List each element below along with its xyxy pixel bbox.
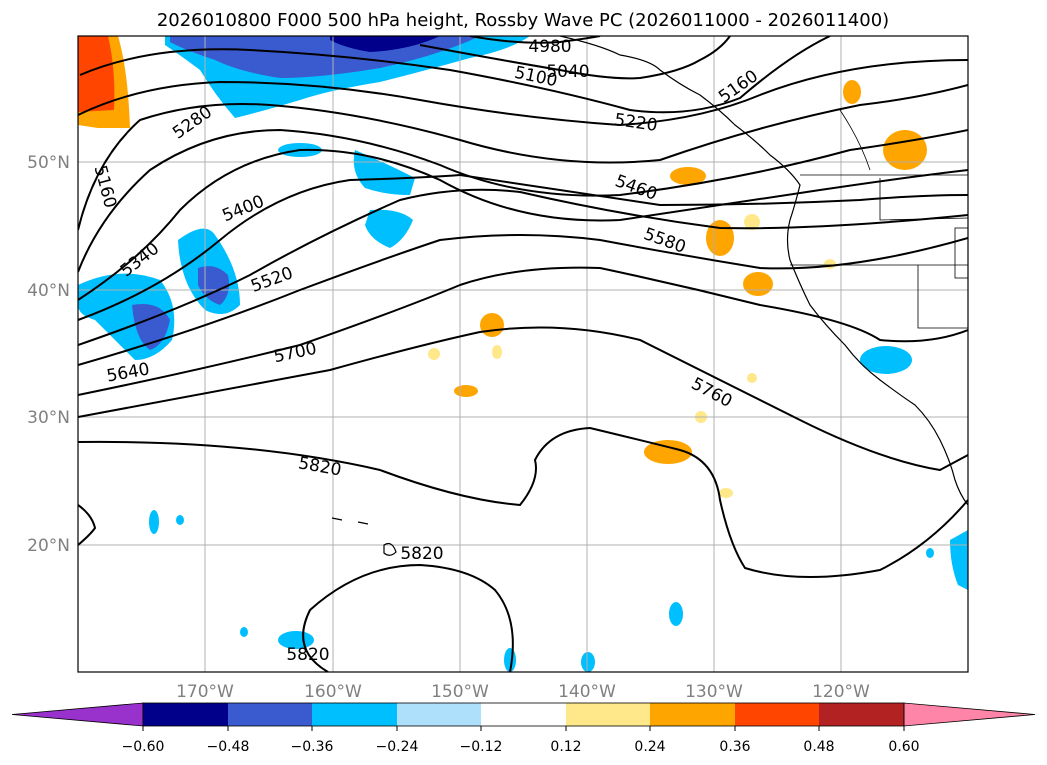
- figure-title: 2026010800 F000 500 hPa height, Rossby W…: [157, 10, 889, 31]
- lon-label-130w: 130°W: [685, 682, 743, 702]
- colorbar-segment: [735, 703, 819, 726]
- lon-label-140w: 140°W: [558, 682, 616, 702]
- map-area: 4980 5040 5100 5160 5220 5280 5160 5340 …: [78, 36, 968, 672]
- longitude-labels: 170°W 160°W 150°W 140°W 130°W 120°W: [176, 682, 870, 702]
- height-contours: [78, 36, 968, 672]
- colorbar-tick-label: −0.24: [376, 739, 419, 755]
- colorbar-outline: [142, 702, 905, 727]
- contour-label-5820-south: 5820: [400, 544, 443, 564]
- colorbar-tick-label: −0.48: [207, 739, 250, 755]
- lon-label-170w: 170°W: [176, 682, 234, 702]
- graticule: [78, 36, 968, 672]
- colorbar-segment: [312, 703, 397, 726]
- lat-label-30n: 30°N: [27, 408, 70, 428]
- colorbar-segment: [566, 703, 650, 726]
- colorbar-tick-label: −0.12: [460, 739, 503, 755]
- colorbar-segment: [819, 703, 904, 726]
- lat-label-20n: 20°N: [27, 536, 70, 556]
- colorbar-ticks: −0.60 −0.48 −0.36 −0.24 −0.12 0.12 0.24 …: [122, 726, 920, 755]
- map-frame: [77, 35, 969, 673]
- colorbar-tick-label: −0.36: [291, 739, 334, 755]
- colorbar-tick-label: 0.60: [888, 739, 919, 755]
- lon-label-160w: 160°W: [304, 682, 362, 702]
- latitude-labels: 50°N 40°N 30°N 20°N: [27, 153, 70, 556]
- colorbar-segment: [650, 703, 735, 726]
- lon-label-150w: 150°W: [431, 682, 489, 702]
- lon-label-120w: 120°W: [812, 682, 870, 702]
- lat-label-50n: 50°N: [27, 153, 70, 173]
- lat-label-40n: 40°N: [27, 281, 70, 301]
- colorbar-tick-label: −0.60: [122, 739, 165, 755]
- colorbar-extend-min: [11, 702, 144, 727]
- colorbar-tick-label: 0.48: [803, 739, 834, 755]
- contour-label-4980: 4980: [528, 37, 571, 57]
- anomaly-shading: [78, 36, 968, 672]
- colorbar-segment: [228, 703, 312, 726]
- colorbar: −0.60 −0.48 −0.36 −0.24 −0.12 0.12 0.24 …: [11, 702, 1036, 755]
- colorbar-segment: [143, 703, 228, 726]
- colorbar-tick-label: 0.12: [550, 739, 581, 755]
- colorbar-extend-max: [903, 702, 1036, 727]
- colorbar-segment: [481, 703, 566, 726]
- colorbar-tick-label: 0.36: [719, 739, 750, 755]
- contour-label-5040: 5040: [546, 62, 589, 82]
- colorbar-segment: [397, 703, 481, 726]
- coastlines: [331, 36, 968, 556]
- contour-label-5820-southwest: 5820: [286, 645, 329, 665]
- colorbar-tick-label: 0.24: [634, 739, 665, 755]
